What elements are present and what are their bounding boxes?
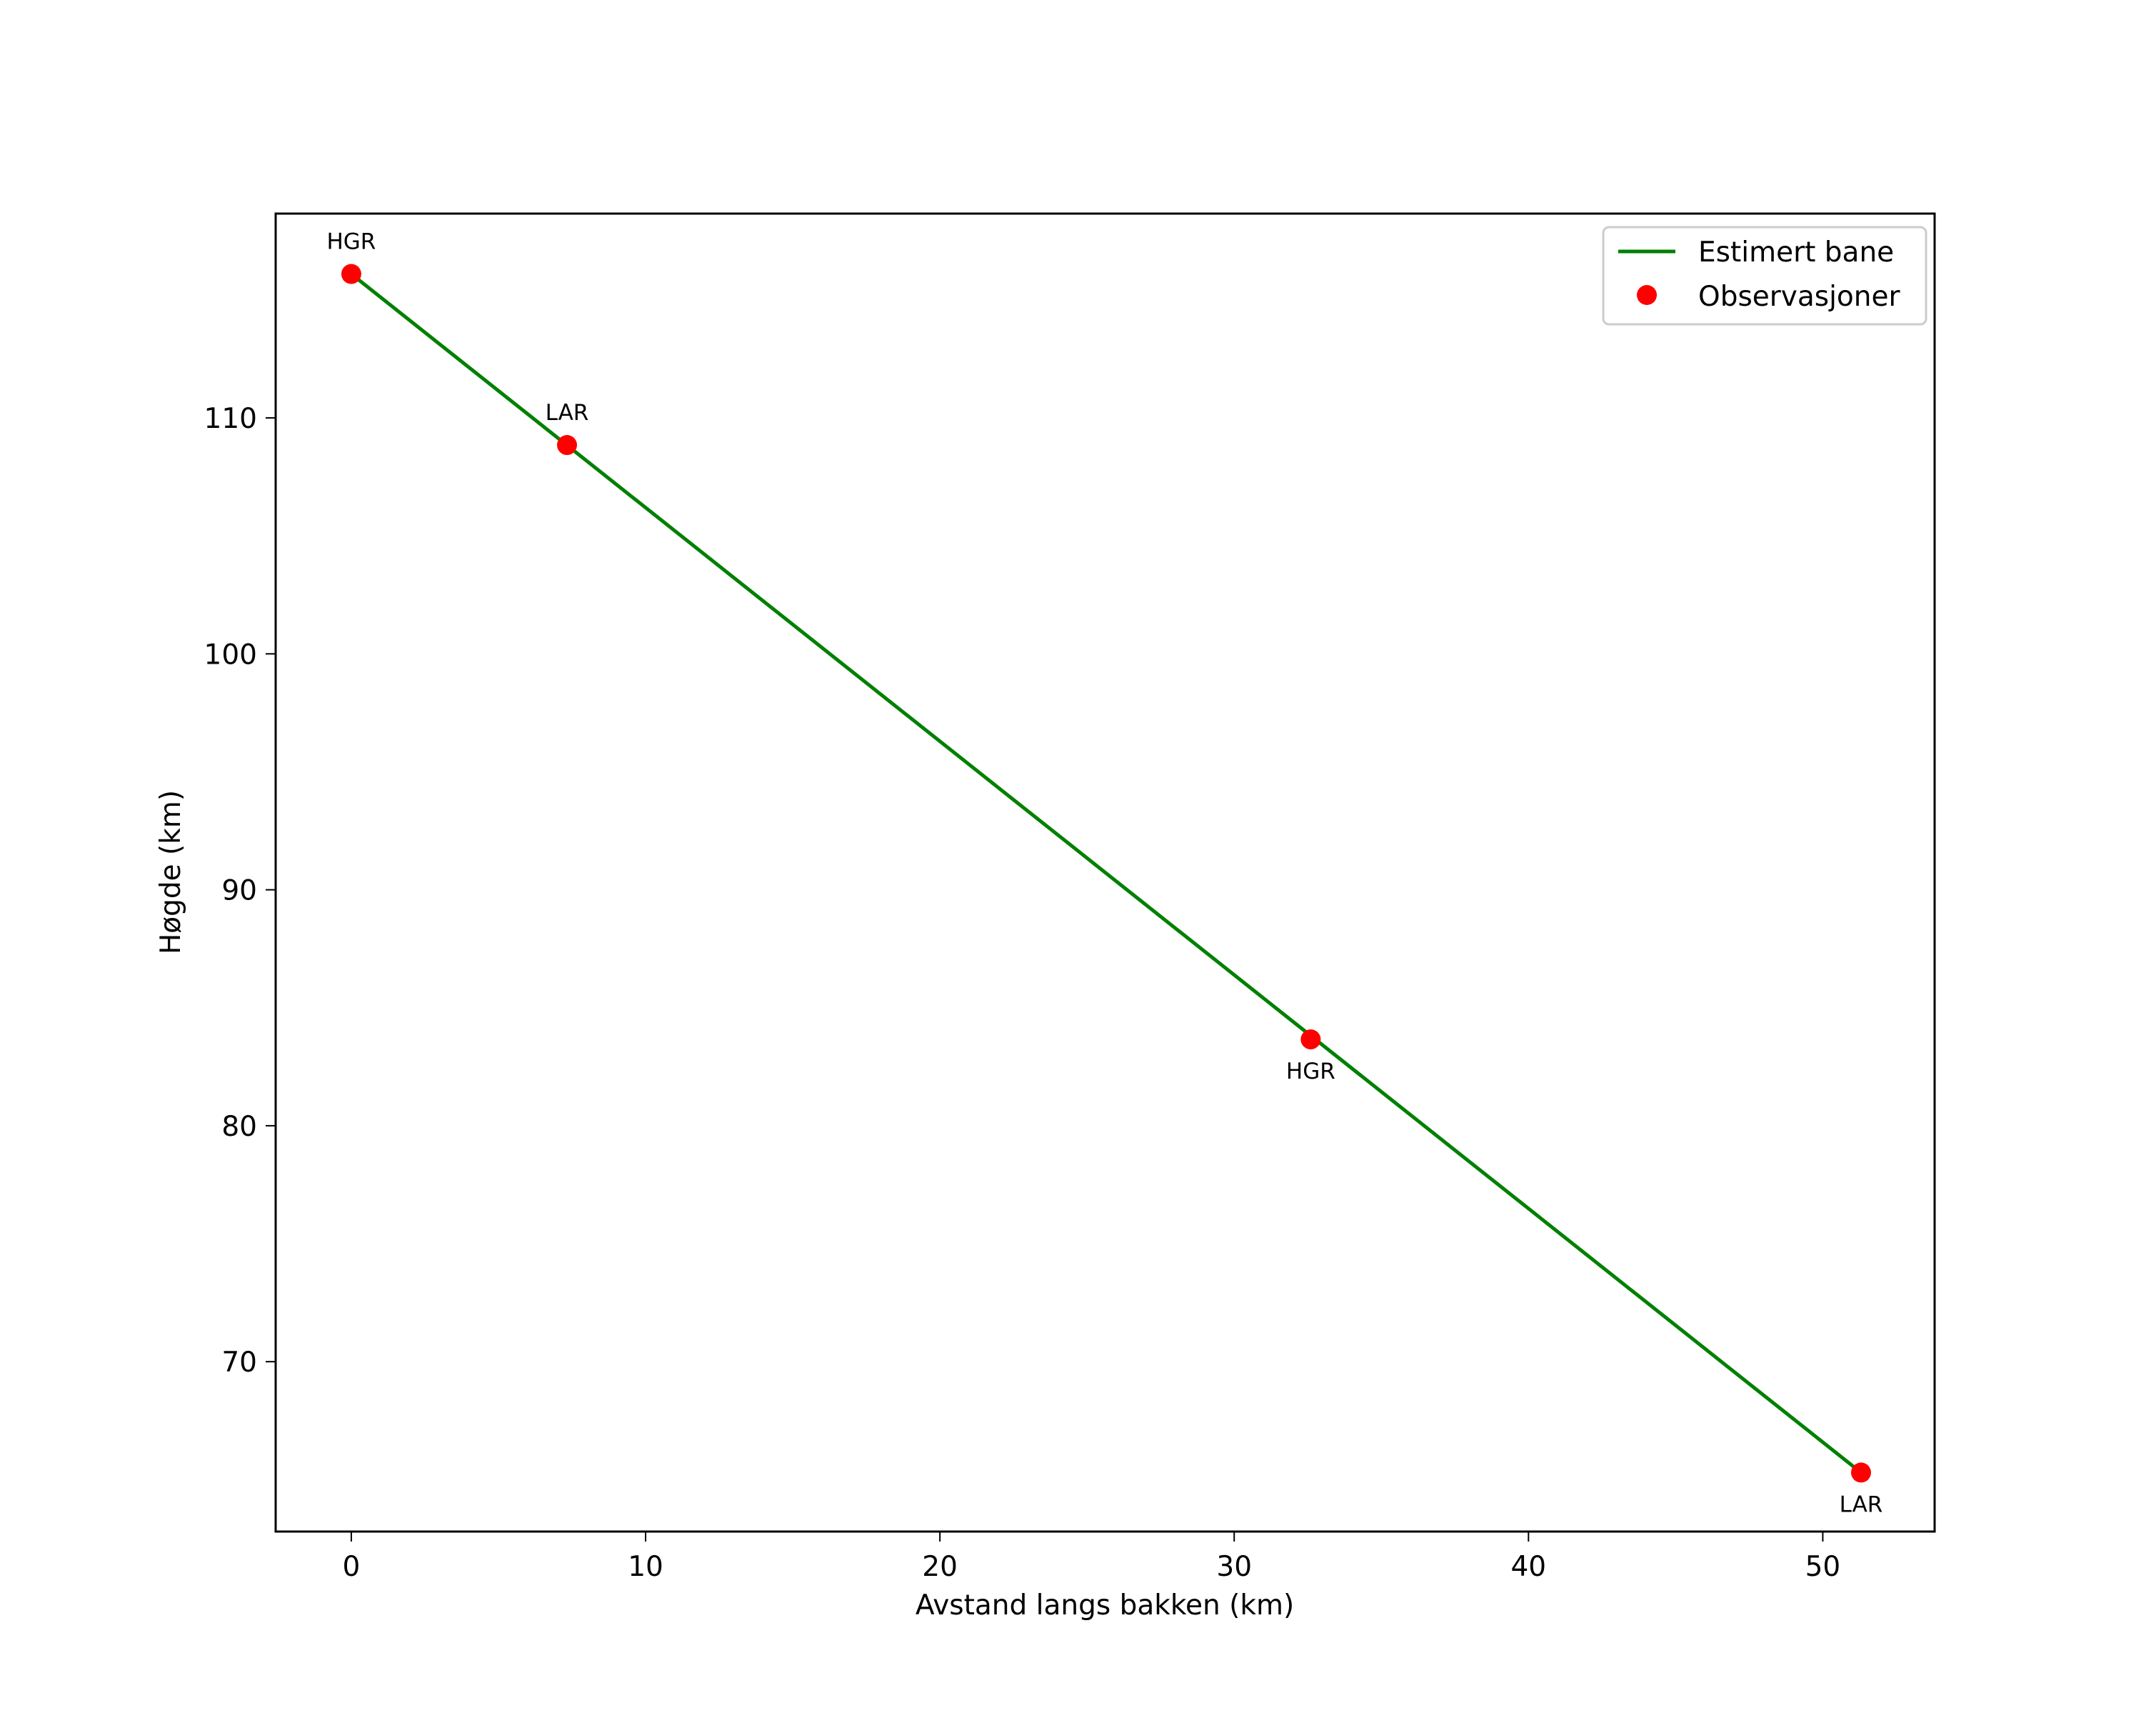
y-axis-label: Høgde (km) [155,790,187,954]
observation-point [1300,1029,1321,1050]
station-label: HGR [326,229,376,255]
legend-label-observasjoner: Observasjoner [1698,281,1901,313]
y-tick-label: 80 [221,1111,257,1143]
x-axis-label: Avstand langs bakken (km) [916,1589,1294,1622]
y-tick-label: 110 [204,403,257,435]
y-tick-label: 70 [221,1347,257,1379]
legend-dot-icon [1637,285,1657,305]
x-tick-label: 50 [1805,1551,1841,1583]
legend: Estimert bane Observasjoner [1602,226,1927,326]
plot-area: HGR LAR HGR LAR [326,229,1882,1518]
y-tick-label: 100 [204,639,257,671]
y-tick-label: 90 [221,875,257,907]
estimated-trajectory-line [350,272,1862,1474]
observation-point [341,264,361,284]
station-label: LAR [1840,1492,1883,1517]
x-tick-label: 0 [342,1551,360,1583]
station-label: HGR [1286,1059,1335,1084]
x-tick-label: 40 [1510,1551,1546,1583]
x-tick-label: 20 [922,1551,958,1583]
axes-frame [274,212,1936,1533]
x-tick-label: 30 [1216,1551,1252,1583]
observation-point [556,435,577,456]
observation-point [1850,1462,1871,1483]
x-tick-label: 10 [628,1551,663,1583]
legend-box [1602,226,1927,326]
y-axis-ticks: 70 80 90 100 110 [204,403,276,1379]
station-label: LAR [546,400,589,426]
legend-label-estimert-bane: Estimert bane [1698,236,1894,269]
x-axis-ticks: 0 10 20 30 40 50 [342,1532,1840,1583]
